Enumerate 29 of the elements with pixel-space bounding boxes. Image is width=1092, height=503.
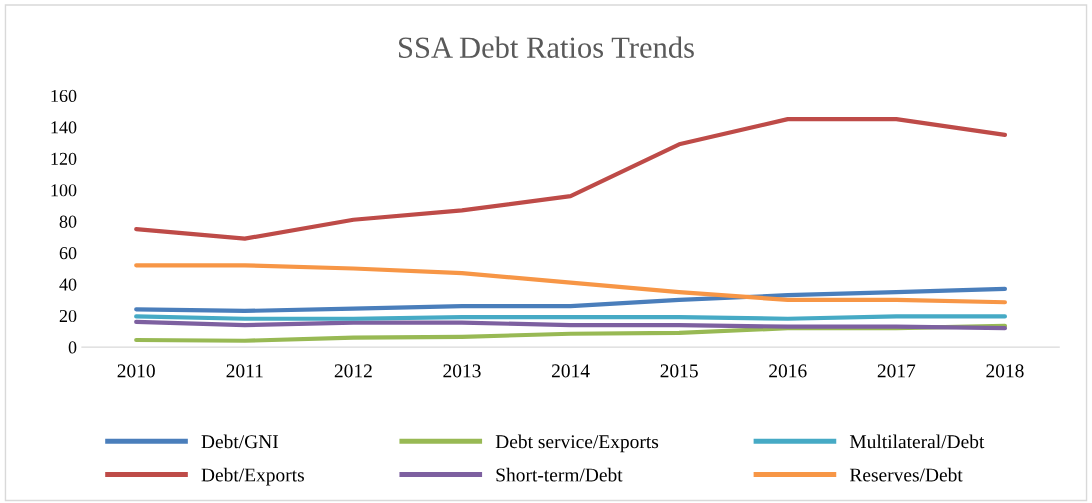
legend-label: Debt/GNI — [201, 434, 279, 449]
line-series — [134, 286, 1008, 314]
y-tick-label: 100 — [51, 184, 77, 197]
y-tick-label: 140 — [51, 121, 77, 134]
legend-label: Multilateral/Debt — [849, 434, 985, 449]
x-tick-label: 2012 — [334, 364, 372, 378]
y-tick-label: 0 — [68, 341, 77, 354]
x-tick-label: 2011 — [226, 364, 263, 378]
legend-label: Debt/Exports — [201, 467, 304, 486]
line-series — [134, 319, 1008, 331]
x-tick-label: 2014 — [551, 364, 590, 378]
y-tick-label: 120 — [51, 152, 77, 165]
y-tick-label: 20 — [59, 309, 77, 323]
x-tick-label: 2015 — [660, 364, 698, 378]
y-tick-label: 160 — [51, 89, 77, 103]
legend-label: Short-term/Debt — [496, 467, 623, 482]
x-tick-label: 2010 — [117, 364, 155, 378]
x-tick-label: 2016 — [769, 364, 807, 378]
x-tick-label: 2017 — [877, 364, 916, 378]
line-series — [134, 263, 1008, 305]
legend-label: Reserves/Debt — [849, 467, 963, 482]
chart-title: SSA Debt Ratios Trends — [399, 36, 694, 58]
y-tick-label: 40 — [59, 278, 77, 291]
legend-label: Debt service/Exports — [495, 434, 659, 453]
x-tick-label: 2018 — [986, 364, 1024, 378]
y-tick-label: 60 — [59, 247, 77, 260]
line-series — [134, 117, 1008, 241]
y-tick-label: 80 — [59, 215, 77, 228]
x-tick-label: 2013 — [443, 364, 481, 378]
